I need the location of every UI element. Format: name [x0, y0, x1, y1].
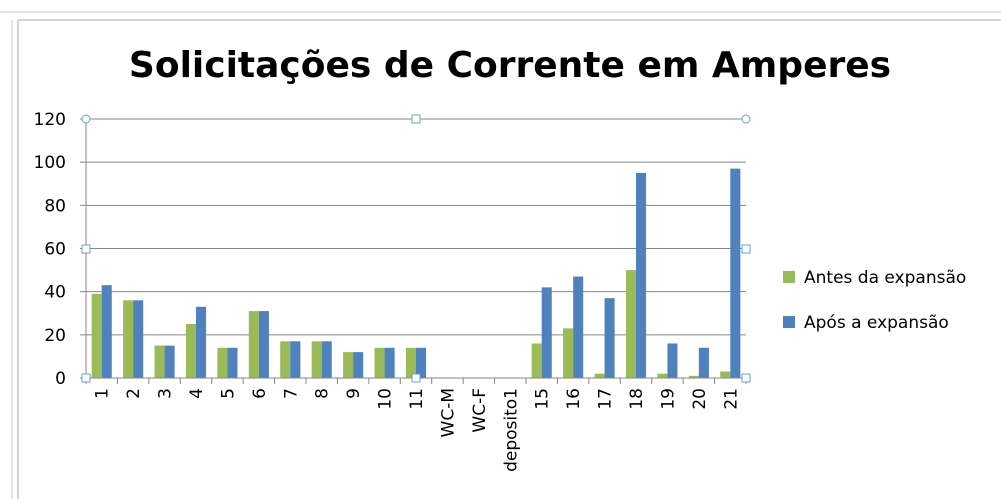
- bar: [133, 300, 144, 378]
- selection-handle: [411, 373, 421, 383]
- x-tick-label: 1: [93, 388, 113, 399]
- x-tick-label: 18: [627, 388, 647, 410]
- bar: [604, 298, 615, 378]
- x-tick-label: 16: [564, 388, 584, 410]
- bar: [353, 352, 364, 378]
- bar: [698, 347, 709, 378]
- y-tick-label: 60: [44, 240, 66, 260]
- selection-handle: [81, 244, 91, 254]
- y-tick-label: 100: [34, 153, 66, 173]
- x-tick-label: deposito1: [501, 388, 521, 472]
- bar: [573, 276, 584, 378]
- x-tick-label: 15: [533, 388, 553, 410]
- x-tick-label: 8: [313, 388, 333, 399]
- bar: [311, 341, 322, 378]
- x-tick-label: 4: [187, 388, 207, 399]
- y-tick-label: 120: [34, 110, 66, 130]
- legend-label: Antes da expansão: [804, 268, 966, 288]
- selection-handle: [81, 373, 91, 383]
- bar: [563, 328, 574, 378]
- x-tick-label: 3: [156, 388, 176, 399]
- bar: [280, 341, 291, 378]
- y-tick-label: 0: [55, 369, 66, 389]
- selection-handle: [741, 244, 751, 254]
- y-tick-label: 80: [44, 196, 66, 216]
- x-tick-label: 21: [721, 388, 741, 410]
- bar: [384, 347, 395, 378]
- bar: [164, 345, 175, 378]
- x-tick-label: 5: [218, 388, 238, 399]
- bar: [91, 293, 102, 378]
- bar: [217, 347, 228, 378]
- x-tick-label: 9: [344, 388, 364, 399]
- bar: [321, 341, 332, 378]
- bar: [657, 373, 668, 378]
- legend-label: Após a expansão: [804, 313, 949, 333]
- x-tick-label: 10: [376, 388, 396, 410]
- bar: [594, 373, 605, 378]
- legend-swatch: [783, 316, 795, 328]
- bar: [531, 343, 542, 378]
- x-tick-label: 19: [658, 388, 678, 410]
- chart-title: Solicitações de Corrente em Amperes: [129, 45, 891, 86]
- selection-handle: [741, 114, 751, 124]
- bar: [248, 311, 259, 378]
- bar: [730, 168, 741, 378]
- x-tick-label: WC-F: [470, 388, 490, 433]
- bar: [154, 345, 165, 378]
- bar: [405, 347, 416, 378]
- selection-handle: [81, 114, 91, 124]
- bar: [185, 324, 196, 378]
- bar: [123, 300, 134, 378]
- bar: [258, 311, 269, 378]
- x-tick-label: 17: [596, 388, 616, 410]
- bar: [374, 347, 385, 378]
- bar: [196, 306, 207, 378]
- bar: [343, 352, 354, 378]
- bar: [416, 347, 427, 378]
- x-tick-label: 6: [250, 388, 270, 399]
- bar: [667, 343, 678, 378]
- bar: [636, 172, 647, 378]
- y-tick-label: 20: [44, 326, 66, 346]
- x-tick-label: 2: [124, 388, 144, 399]
- bar: [688, 375, 699, 378]
- y-tick-label: 40: [44, 283, 66, 303]
- x-tick-label: 11: [407, 388, 427, 410]
- bar: [720, 371, 731, 378]
- legend-swatch: [783, 271, 795, 283]
- selection-handle: [741, 373, 751, 383]
- x-tick-label: 7: [281, 388, 301, 399]
- bar: [290, 341, 301, 378]
- bar: [227, 347, 238, 378]
- x-tick-label: 20: [690, 388, 710, 410]
- x-tick-label: WC-M: [438, 388, 458, 437]
- bar: [101, 285, 112, 378]
- bar: [541, 287, 552, 378]
- selection-handle: [411, 114, 421, 124]
- bar: [625, 270, 636, 378]
